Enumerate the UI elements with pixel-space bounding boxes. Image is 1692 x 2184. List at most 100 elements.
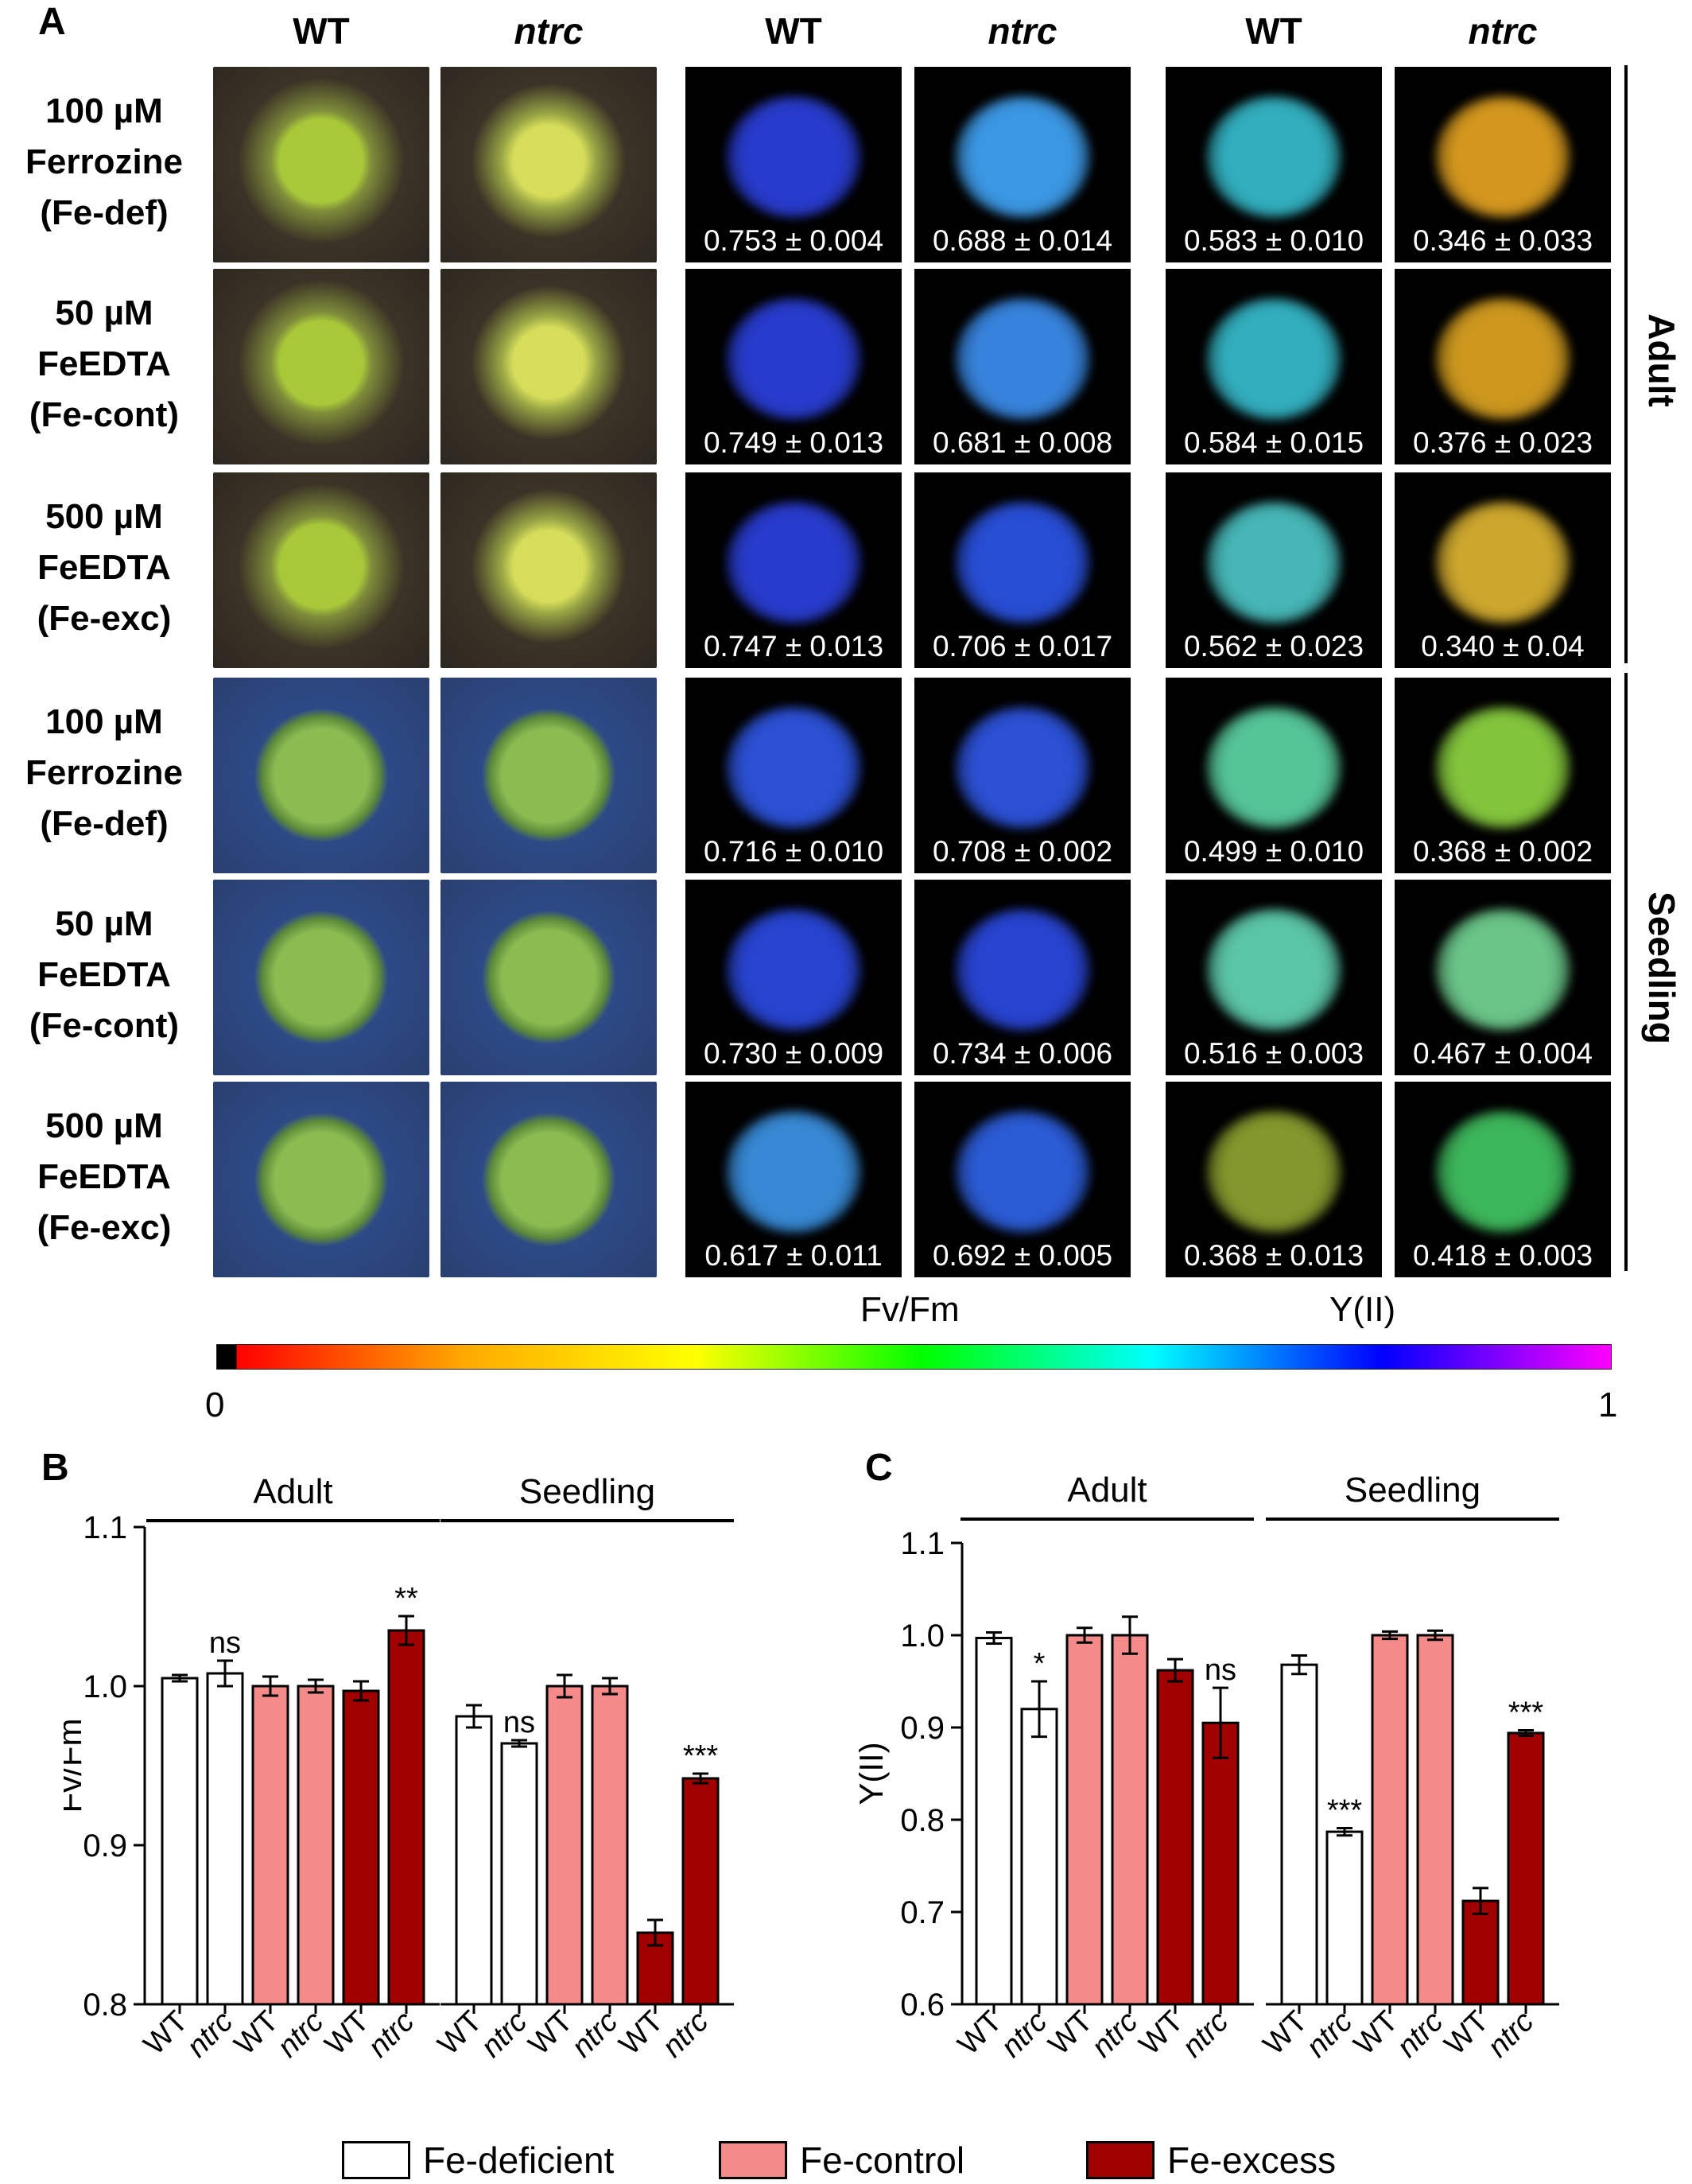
image-value-label: 0.692 ± 0.005: [932, 1239, 1113, 1272]
fluorescence-blob: [726, 908, 861, 1031]
col-header-wt-yii: WT: [1245, 10, 1302, 52]
group-label: Adult: [1067, 1471, 1147, 1510]
row-label-line: 500 µM: [45, 497, 163, 536]
col-header-wt-photo: WT: [293, 10, 350, 52]
significance-label: ***: [683, 1739, 719, 1773]
yii-image: 0.418 ± 0.003: [1395, 1082, 1611, 1277]
fluorescence-blob: [1435, 501, 1570, 624]
row-label-line: (Fe-cont): [29, 1006, 180, 1045]
x-tick-label: WT: [319, 2005, 375, 2062]
image-value-label: 0.368 ± 0.002: [1412, 835, 1593, 868]
rosette-photo: [213, 67, 429, 262]
significance-label: ***: [1327, 1793, 1363, 1827]
x-tick-label: WT: [952, 2005, 1008, 2062]
bar: [455, 1715, 493, 2006]
row-label: 500 µM FeEDTA (Fe-exc): [0, 492, 208, 644]
image-value-label: 0.747 ± 0.013: [703, 630, 884, 663]
y-axis-label: Fv/Fm: [64, 1719, 88, 1813]
panel-b-letter: B: [41, 1447, 69, 1489]
yii-image: 0.516 ± 0.003: [1166, 880, 1382, 1075]
image-value-label: 0.734 ± 0.006: [932, 1037, 1113, 1070]
image-value-label: 0.467 ± 0.004: [1412, 1037, 1593, 1070]
col-header-ntrc-photo: ntrc: [514, 10, 584, 52]
image-value-label: 0.706 ± 0.017: [932, 630, 1113, 663]
bar: [251, 1685, 289, 2006]
bar: [1416, 1634, 1454, 2006]
row-label-line: FeEDTA: [37, 344, 171, 383]
seedling-photo: [440, 880, 657, 1075]
bar: [1020, 1708, 1058, 2006]
yii-image: 0.583 ± 0.010: [1166, 67, 1382, 262]
image-value-label: 0.376 ± 0.023: [1412, 426, 1593, 459]
fvfm-image: 0.617 ± 0.011: [685, 1082, 902, 1277]
legend-item-fe-excess: Fe-excess: [1086, 2139, 1336, 2181]
significance-label: *: [1034, 1647, 1046, 1681]
rosette-photo: [213, 472, 429, 668]
x-tick-label: WT: [1257, 2005, 1314, 2062]
yii-image: 0.368 ± 0.002: [1395, 678, 1611, 873]
bar: [1156, 1669, 1194, 2006]
image-value-label: 0.583 ± 0.010: [1183, 224, 1364, 257]
y-tick-label: 1.1: [83, 1510, 127, 1545]
row-label-line: (Fe-cont): [29, 395, 180, 434]
image-value-label: 0.688 ± 0.014: [932, 224, 1113, 257]
image-value-label: 0.516 ± 0.003: [1183, 1037, 1364, 1070]
fluorescence-blob: [1206, 1110, 1341, 1233]
legend-swatch: [719, 2141, 787, 2179]
x-tick-label: ntrc: [1176, 2005, 1236, 2065]
image-value-label: 0.418 ± 0.003: [1412, 1239, 1593, 1272]
bar: [1507, 1731, 1545, 2006]
bar: [1201, 1721, 1240, 2006]
x-tick-label: WT: [228, 2005, 285, 2062]
significance-label: ns: [503, 1706, 535, 1739]
legend-swatch: [1086, 2141, 1155, 2179]
bar: [161, 1677, 199, 2006]
fluorescence-blob: [1435, 1110, 1570, 1233]
legend-item-fe-control: Fe-control: [719, 2139, 964, 2181]
yii-image: 0.467 ± 0.004: [1395, 880, 1611, 1075]
adult-side-label: Adult: [1641, 313, 1682, 407]
fvfm-image: 0.747 ± 0.013: [685, 472, 902, 668]
x-tick-label: WT: [138, 2005, 194, 2062]
row-label-line: FeEDTA: [37, 1157, 171, 1196]
yii-image: 0.562 ± 0.023: [1166, 472, 1382, 668]
col-header-wt-fvfm: WT: [765, 10, 822, 52]
bar: [975, 1636, 1013, 2006]
bar: [636, 1931, 674, 2006]
row-label-line: FeEDTA: [37, 548, 171, 587]
legend-label: Fe-control: [800, 2139, 965, 2181]
fluorescence-blob: [726, 501, 861, 624]
row-label-line: (Fe-def): [40, 193, 169, 232]
col-header-ntrc-yii: ntrc: [1468, 10, 1538, 52]
bar: [1461, 1899, 1500, 2006]
image-value-label: 0.617 ± 0.011: [704, 1239, 883, 1272]
bar: [387, 1629, 425, 2006]
rosette-photo: [440, 472, 657, 668]
y-tick-label: 0.9: [900, 1711, 945, 1746]
fvfm-image: 0.708 ± 0.002: [914, 678, 1131, 873]
row-label: 50 µM FeEDTA (Fe-cont): [0, 288, 208, 441]
bar: [681, 1777, 720, 2006]
image-value-label: 0.346 ± 0.033: [1412, 224, 1593, 257]
x-tick-label: WT: [1438, 2005, 1495, 2062]
image-value-label: 0.716 ± 0.010: [703, 835, 884, 868]
yii-image: 0.368 ± 0.013: [1166, 1082, 1382, 1277]
y-tick-label: 0.9: [83, 1828, 127, 1863]
fluorescence-blob: [1206, 706, 1341, 829]
colorbar: [216, 1344, 1612, 1370]
bar: [500, 1742, 538, 2006]
x-tick-label: ntrc: [1481, 2005, 1541, 2065]
colorbar-max-label: 1: [1598, 1385, 1618, 1424]
fvfm-image: 0.730 ± 0.009: [685, 880, 902, 1075]
y-axis-label: Y(II): [859, 1742, 890, 1805]
yii-image: 0.340 ± 0.04: [1395, 472, 1611, 668]
fluorescence-blob: [726, 706, 861, 829]
significance-label: ns: [209, 1626, 241, 1660]
fluorescence-blob: [726, 1110, 861, 1233]
row-label-line: 100 µM: [45, 702, 163, 741]
row-label-line: FeEDTA: [37, 955, 171, 994]
fvfm-image: 0.716 ± 0.010: [685, 678, 902, 873]
fvfm-image: 0.692 ± 0.005: [914, 1082, 1131, 1277]
yii-image: 0.584 ± 0.015: [1166, 269, 1382, 464]
row-label: 100 µM Ferrozine (Fe-def): [0, 86, 208, 239]
